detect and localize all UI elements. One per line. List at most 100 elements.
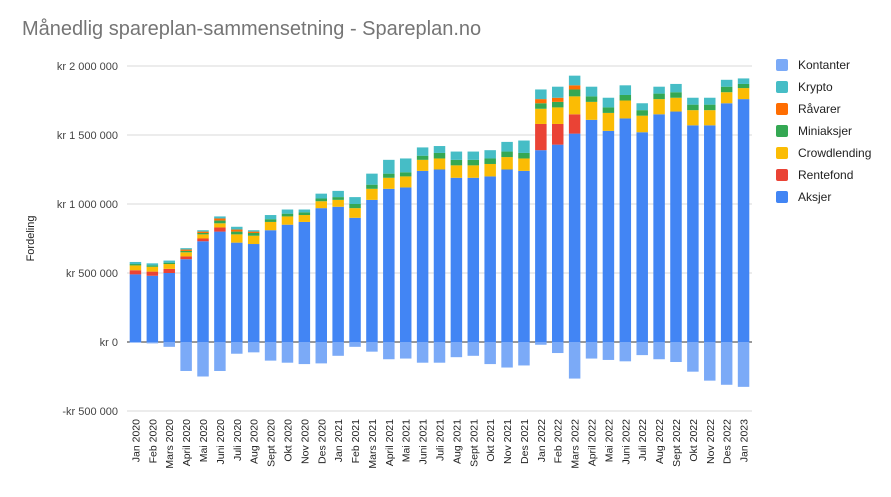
x-tick-label: Jan 2021 <box>333 419 345 462</box>
bar-segment <box>535 103 547 109</box>
bar-segment <box>214 342 226 371</box>
x-tick-label: Juni 2022 <box>620 419 632 465</box>
bar-segment <box>146 342 159 344</box>
bar-segment <box>366 184 378 189</box>
bar-segment <box>298 215 311 222</box>
bar-segment <box>281 342 294 363</box>
bar-segment <box>146 275 159 342</box>
bar-segment <box>568 75 581 86</box>
bar-segment <box>585 96 598 102</box>
legend-label: Crowdlending <box>798 146 872 160</box>
bar-segment <box>653 86 665 94</box>
bar-segment <box>467 159 480 166</box>
bar-segment <box>214 218 226 221</box>
bar-segment <box>704 110 716 126</box>
bar-segment <box>484 342 496 365</box>
bar-segment <box>146 271 159 276</box>
bar-segment <box>247 230 260 232</box>
bar-segment <box>349 217 361 342</box>
bar-segment <box>518 158 530 171</box>
bar-segment <box>416 342 429 363</box>
bar-segment <box>501 151 513 158</box>
bar-segment <box>737 99 750 343</box>
bar-segment <box>450 151 463 160</box>
bar-segment <box>332 190 344 198</box>
legend-label: Krypto <box>798 80 833 94</box>
x-tick-label: Des 2020 <box>316 419 328 464</box>
bar-segment <box>197 234 209 239</box>
bar-segment <box>585 86 598 97</box>
x-tick-label: Juli 2022 <box>637 419 649 461</box>
bar-segment <box>737 88 750 100</box>
legend-item-aksjer: Aksjer <box>776 188 871 210</box>
bar-segment <box>535 123 547 151</box>
bar-segment <box>231 234 243 243</box>
x-tick-label: Mai 2022 <box>603 419 615 462</box>
bar-segment <box>619 100 632 119</box>
legend-swatch <box>776 169 788 181</box>
bar-segment <box>552 107 564 124</box>
bar-segment <box>247 244 260 342</box>
x-tick-label: Juli 2021 <box>435 419 447 461</box>
bar-segment <box>129 265 142 271</box>
bar-segment <box>467 342 480 356</box>
x-tick-label: April 2021 <box>384 419 396 466</box>
bar-segment <box>501 169 513 342</box>
bar-segment <box>535 89 547 100</box>
x-tick-label: Mai 2020 <box>198 419 210 462</box>
bar-segment <box>416 147 429 156</box>
bar-segment <box>231 342 243 354</box>
bar-segment <box>670 97 682 112</box>
bar-segment <box>535 108 547 124</box>
bar-segment <box>670 83 682 93</box>
x-tick-label: Sept 2020 <box>266 419 278 467</box>
y-axis-title: Fordeling <box>25 216 37 262</box>
bar-segment <box>552 86 564 98</box>
bar-segment <box>433 342 446 363</box>
bar-segment <box>180 256 192 260</box>
bar-segment <box>399 158 412 173</box>
bar-segment <box>687 342 699 372</box>
bar-segment <box>197 238 209 242</box>
x-tick-label: Juli 2020 <box>232 419 244 461</box>
bar-segment <box>180 250 192 253</box>
bar-segment <box>653 342 665 360</box>
x-tick-label: Sept 2021 <box>468 419 480 467</box>
bar-segment <box>315 342 327 364</box>
bar-segment <box>619 342 632 362</box>
bar-segment <box>214 220 226 224</box>
bar-segment <box>129 261 142 265</box>
bar-segment <box>568 133 581 342</box>
bar-segment <box>568 96 581 115</box>
y-tick-label: kr 2 000 000 <box>57 61 118 73</box>
bar-segment <box>467 151 480 160</box>
bar-segment <box>399 176 412 188</box>
bar-segment <box>670 111 682 342</box>
bar-segment <box>163 260 175 263</box>
bar-segment <box>501 342 513 368</box>
x-tick-label: Mars 2022 <box>570 419 582 469</box>
bar-segment <box>687 125 699 342</box>
bar-segment <box>687 97 699 105</box>
bar-segment <box>281 213 294 217</box>
bar-segment <box>568 89 581 97</box>
bar-segment <box>180 249 192 251</box>
bar-segment <box>501 157 513 170</box>
bar-segment <box>636 132 648 342</box>
bar-segment <box>129 342 142 343</box>
bar-segment <box>636 342 648 356</box>
bar-segment <box>298 209 311 213</box>
bar-segment <box>247 235 260 245</box>
legend-item-miniaksjer: Miniaksjer <box>776 122 871 144</box>
bar-segment <box>433 158 446 170</box>
bar-segment <box>332 197 344 200</box>
bar-segment <box>383 173 395 178</box>
bar-segment <box>518 170 530 342</box>
y-tick-label: kr 1 000 000 <box>57 199 118 211</box>
bar-segment <box>636 110 648 116</box>
legend-swatch <box>776 125 788 137</box>
bar-segment <box>552 144 564 342</box>
bar-segment <box>518 152 530 159</box>
legend-swatch <box>776 59 788 71</box>
